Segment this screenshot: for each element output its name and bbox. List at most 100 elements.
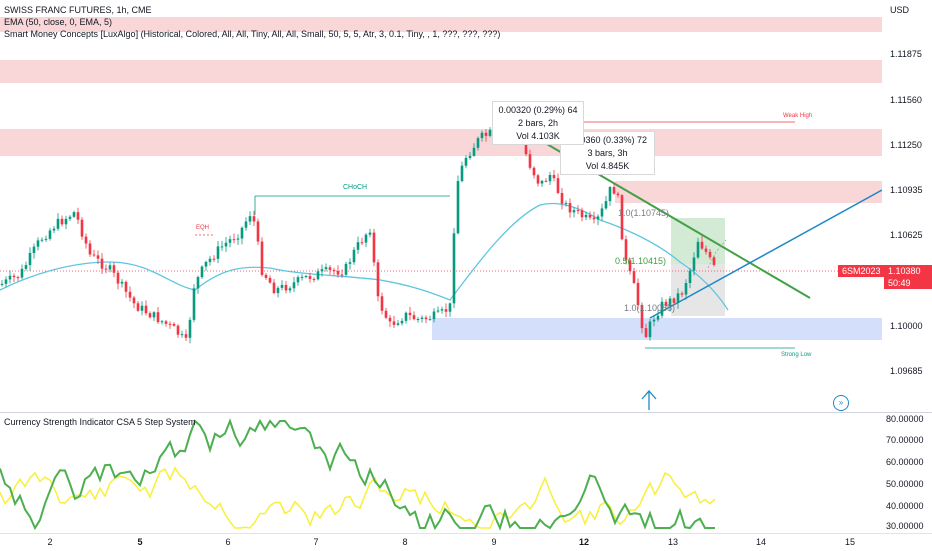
candle-body bbox=[192, 288, 196, 320]
candle-body bbox=[236, 238, 240, 240]
time-label: 13 bbox=[667, 537, 679, 547]
price-chart-canvas[interactable] bbox=[0, 0, 882, 412]
candle-body bbox=[528, 154, 532, 168]
candle-body bbox=[268, 277, 272, 283]
time-label: 5 bbox=[137, 537, 143, 547]
candle-body bbox=[240, 227, 244, 239]
candle-body bbox=[384, 310, 388, 318]
candle-body bbox=[44, 238, 48, 240]
time-label: 9 bbox=[491, 537, 497, 547]
pane-separator[interactable] bbox=[0, 412, 932, 413]
candle-body bbox=[532, 167, 536, 176]
candle-body bbox=[452, 233, 456, 304]
candle-body bbox=[304, 276, 308, 278]
candle-body bbox=[312, 278, 316, 280]
price-tick: 1.11250 bbox=[890, 140, 922, 150]
fib-box-lower bbox=[671, 264, 725, 316]
candle-body bbox=[672, 298, 676, 303]
smc-legend[interactable]: Smart Money Concepts [LuxAlgo] (Historic… bbox=[4, 29, 501, 39]
candle-body bbox=[92, 254, 96, 256]
ema-line bbox=[0, 202, 729, 311]
demand-zone bbox=[432, 318, 882, 340]
candle-body bbox=[572, 210, 576, 213]
candle-body bbox=[136, 303, 140, 311]
strength-yellow-line bbox=[0, 466, 716, 529]
candle-body bbox=[100, 258, 104, 269]
supply-zone-4 bbox=[615, 181, 882, 203]
candle-body bbox=[336, 271, 340, 275]
candle-body bbox=[632, 271, 636, 283]
candle-body bbox=[368, 232, 372, 235]
candle-body bbox=[288, 288, 292, 291]
candle-body bbox=[56, 218, 60, 229]
indicator-title[interactable]: Currency Strength Indicator CSA 5 Step S… bbox=[4, 417, 196, 427]
candle-body bbox=[88, 243, 92, 255]
time-label: 8 bbox=[402, 537, 408, 547]
candle-body bbox=[388, 317, 392, 322]
candle-body bbox=[8, 275, 12, 280]
candle-body bbox=[96, 255, 100, 259]
ind-tick: 40.00000 bbox=[886, 501, 924, 511]
candle-body bbox=[264, 274, 268, 278]
candle-body bbox=[20, 268, 24, 278]
candle-body bbox=[168, 323, 172, 325]
ind-tick: 60.00000 bbox=[886, 457, 924, 467]
candle-body bbox=[128, 291, 132, 298]
candle-body bbox=[696, 241, 700, 258]
candle-body bbox=[328, 267, 332, 270]
candle-body bbox=[712, 257, 716, 265]
candle-body bbox=[540, 180, 544, 184]
candle-body bbox=[416, 318, 420, 320]
candle-body bbox=[48, 230, 52, 239]
candle-body bbox=[656, 315, 660, 320]
candle-body bbox=[308, 276, 312, 279]
candle-body bbox=[640, 305, 644, 329]
price-axis[interactable]: USD 1.11875 1.11560 1.11250 1.10935 1.10… bbox=[882, 0, 932, 412]
ind-tick: 30.00000 bbox=[886, 521, 924, 531]
candle-body bbox=[12, 275, 16, 278]
candle-body bbox=[152, 312, 156, 318]
candle-body bbox=[680, 293, 684, 295]
candle-body bbox=[60, 218, 64, 225]
indicator-canvas[interactable] bbox=[0, 413, 882, 533]
candle-body bbox=[348, 262, 352, 264]
candle-body bbox=[644, 328, 648, 338]
candle-body bbox=[252, 216, 256, 222]
price-chart-pane[interactable]: SWISS FRANC FUTURES, 1h, CME EMA (50, cl… bbox=[0, 0, 882, 412]
indicator-pane[interactable]: Currency Strength Indicator CSA 5 Step S… bbox=[0, 413, 882, 533]
indicator-axis[interactable]: 80.00000 70.00000 60.00000 50.00000 40.0… bbox=[882, 413, 932, 533]
price-tick: 1.09685 bbox=[890, 366, 923, 376]
candle-body bbox=[440, 309, 444, 311]
candle-body bbox=[676, 293, 680, 303]
candle-body bbox=[376, 262, 380, 297]
candle-body bbox=[708, 251, 712, 258]
candle-body bbox=[664, 301, 668, 306]
candle-body bbox=[624, 239, 628, 261]
candle-body bbox=[28, 253, 32, 266]
candle-body bbox=[464, 157, 468, 166]
time-axis[interactable]: 2 5 6 7 8 9 12 13 14 15 bbox=[0, 533, 932, 551]
double-chevron-right-icon[interactable]: » bbox=[833, 395, 849, 411]
candle-body bbox=[64, 218, 68, 225]
candle-body bbox=[32, 246, 36, 254]
candle-body bbox=[560, 193, 564, 204]
ema-legend[interactable]: EMA (50, close, 0, EMA, 5) bbox=[4, 17, 113, 27]
candle-body bbox=[72, 212, 76, 217]
candle-body bbox=[400, 320, 404, 324]
candle-body bbox=[444, 309, 448, 312]
price-tick: 1.11875 bbox=[890, 49, 922, 59]
candle-body bbox=[36, 240, 40, 247]
symbol-tag[interactable]: 6SM2023 bbox=[838, 265, 885, 277]
candle-body bbox=[68, 216, 72, 219]
candle-body bbox=[188, 319, 192, 338]
candle-body bbox=[660, 301, 664, 316]
candle-body bbox=[408, 312, 412, 316]
candle-body bbox=[352, 249, 356, 263]
candle-body bbox=[156, 312, 160, 323]
eqh-label: EQH bbox=[196, 225, 210, 231]
candle-body bbox=[320, 269, 324, 272]
candle-body bbox=[628, 260, 632, 272]
price-tick: 1.10625 bbox=[890, 230, 923, 240]
ind-tick: 70.00000 bbox=[886, 435, 924, 445]
candle-body bbox=[164, 321, 168, 324]
